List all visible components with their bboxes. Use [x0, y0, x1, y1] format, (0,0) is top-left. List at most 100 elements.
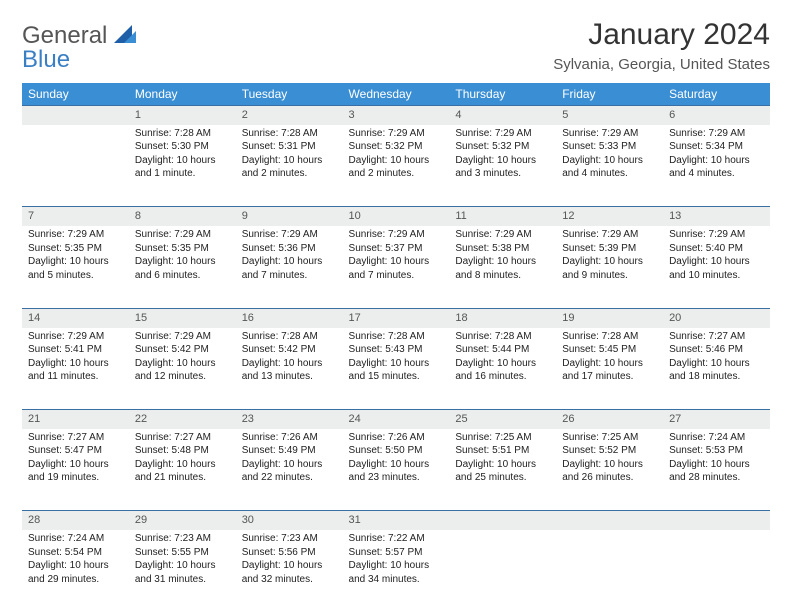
daylight-line1: Daylight: 10 hours — [28, 357, 123, 371]
sunrise-text: Sunrise: 7:29 AM — [28, 228, 123, 242]
daylight-line1: Daylight: 10 hours — [455, 154, 550, 168]
calendar-table: SundayMondayTuesdayWednesdayThursdayFrid… — [22, 83, 770, 612]
weekday-header: Sunday — [22, 83, 129, 106]
sunrise-text: Sunrise: 7:25 AM — [455, 431, 550, 445]
daylight-line2: and 11 minutes. — [28, 370, 123, 384]
daylight-line1: Daylight: 10 hours — [242, 154, 337, 168]
daylight-line1: Daylight: 10 hours — [455, 255, 550, 269]
daylight-line1: Daylight: 10 hours — [562, 255, 657, 269]
sunset-text: Sunset: 5:47 PM — [28, 444, 123, 458]
sunrise-text: Sunrise: 7:29 AM — [135, 228, 230, 242]
daylight-line2: and 22 minutes. — [242, 471, 337, 485]
sunrise-text: Sunrise: 7:23 AM — [135, 532, 230, 546]
day-details: Sunrise: 7:27 AMSunset: 5:46 PMDaylight:… — [663, 328, 770, 388]
day-details: Sunrise: 7:29 AMSunset: 5:36 PMDaylight:… — [236, 226, 343, 286]
sunrise-text: Sunrise: 7:29 AM — [669, 127, 764, 141]
day-details: Sunrise: 7:29 AMSunset: 5:41 PMDaylight:… — [22, 328, 129, 388]
day-details: Sunrise: 7:27 AMSunset: 5:48 PMDaylight:… — [129, 429, 236, 489]
day-cell: Sunrise: 7:23 AMSunset: 5:55 PMDaylight:… — [129, 530, 236, 612]
daylight-line2: and 2 minutes. — [242, 167, 337, 181]
daylight-line1: Daylight: 10 hours — [135, 154, 230, 168]
day-cell: Sunrise: 7:29 AMSunset: 5:35 PMDaylight:… — [22, 226, 129, 308]
day-cell: Sunrise: 7:28 AMSunset: 5:43 PMDaylight:… — [343, 328, 450, 410]
day-number-cell: 14 — [22, 308, 129, 327]
brand-part1: General — [22, 22, 107, 49]
day-cell: Sunrise: 7:29 AMSunset: 5:32 PMDaylight:… — [343, 125, 450, 207]
weekday-header: Tuesday — [236, 83, 343, 106]
daynum-row: 28293031 — [22, 511, 770, 530]
sunrise-text: Sunrise: 7:28 AM — [562, 330, 657, 344]
day-details: Sunrise: 7:26 AMSunset: 5:49 PMDaylight:… — [236, 429, 343, 489]
daylight-line2: and 29 minutes. — [28, 573, 123, 587]
day-number-cell: 19 — [556, 308, 663, 327]
day-details: Sunrise: 7:29 AMSunset: 5:38 PMDaylight:… — [449, 226, 556, 286]
daylight-line2: and 32 minutes. — [242, 573, 337, 587]
daynum-row: 14151617181920 — [22, 308, 770, 327]
location: Sylvania, Georgia, United States — [553, 56, 770, 73]
day-number-cell: 3 — [343, 106, 450, 125]
day-cell — [556, 530, 663, 612]
week-row: Sunrise: 7:27 AMSunset: 5:47 PMDaylight:… — [22, 429, 770, 511]
day-details: Sunrise: 7:29 AMSunset: 5:35 PMDaylight:… — [22, 226, 129, 286]
daylight-line2: and 31 minutes. — [135, 573, 230, 587]
daylight-line2: and 13 minutes. — [242, 370, 337, 384]
sunrise-text: Sunrise: 7:28 AM — [242, 127, 337, 141]
day-details: Sunrise: 7:28 AMSunset: 5:44 PMDaylight:… — [449, 328, 556, 388]
day-cell: Sunrise: 7:28 AMSunset: 5:30 PMDaylight:… — [129, 125, 236, 207]
daylight-line1: Daylight: 10 hours — [669, 458, 764, 472]
day-number-cell: 28 — [22, 511, 129, 530]
day-cell: Sunrise: 7:28 AMSunset: 5:45 PMDaylight:… — [556, 328, 663, 410]
day-details: Sunrise: 7:23 AMSunset: 5:55 PMDaylight:… — [129, 530, 236, 590]
weekday-header: Friday — [556, 83, 663, 106]
sunset-text: Sunset: 5:52 PM — [562, 444, 657, 458]
day-cell: Sunrise: 7:29 AMSunset: 5:40 PMDaylight:… — [663, 226, 770, 308]
sunrise-text: Sunrise: 7:28 AM — [242, 330, 337, 344]
daylight-line2: and 9 minutes. — [562, 269, 657, 283]
day-cell: Sunrise: 7:22 AMSunset: 5:57 PMDaylight:… — [343, 530, 450, 612]
sail-icon — [114, 25, 136, 48]
sunrise-text: Sunrise: 7:29 AM — [669, 228, 764, 242]
daylight-line2: and 3 minutes. — [455, 167, 550, 181]
day-number-cell: 5 — [556, 106, 663, 125]
daylight-line1: Daylight: 10 hours — [562, 357, 657, 371]
day-cell: Sunrise: 7:29 AMSunset: 5:34 PMDaylight:… — [663, 125, 770, 207]
day-cell: Sunrise: 7:29 AMSunset: 5:38 PMDaylight:… — [449, 226, 556, 308]
day-number-cell: 12 — [556, 207, 663, 226]
sunset-text: Sunset: 5:42 PM — [242, 343, 337, 357]
weekday-header: Saturday — [663, 83, 770, 106]
day-details: Sunrise: 7:29 AMSunset: 5:32 PMDaylight:… — [449, 125, 556, 185]
daylight-line2: and 7 minutes. — [349, 269, 444, 283]
day-number-cell: 9 — [236, 207, 343, 226]
sunset-text: Sunset: 5:54 PM — [28, 546, 123, 560]
daylight-line1: Daylight: 10 hours — [135, 559, 230, 573]
day-cell: Sunrise: 7:27 AMSunset: 5:47 PMDaylight:… — [22, 429, 129, 511]
daylight-line2: and 7 minutes. — [242, 269, 337, 283]
day-number-cell: 25 — [449, 410, 556, 429]
day-details: Sunrise: 7:28 AMSunset: 5:30 PMDaylight:… — [129, 125, 236, 185]
daylight-line2: and 28 minutes. — [669, 471, 764, 485]
weekday-header: Monday — [129, 83, 236, 106]
sunrise-text: Sunrise: 7:24 AM — [669, 431, 764, 445]
sunset-text: Sunset: 5:44 PM — [455, 343, 550, 357]
sunset-text: Sunset: 5:46 PM — [669, 343, 764, 357]
sunset-text: Sunset: 5:43 PM — [349, 343, 444, 357]
brand-logo: General Blue — [22, 18, 136, 72]
week-row: Sunrise: 7:29 AMSunset: 5:41 PMDaylight:… — [22, 328, 770, 410]
daylight-line2: and 25 minutes. — [455, 471, 550, 485]
day-number-cell: 27 — [663, 410, 770, 429]
sunset-text: Sunset: 5:39 PM — [562, 242, 657, 256]
day-number-cell: 21 — [22, 410, 129, 429]
brand-part2: Blue — [22, 46, 70, 73]
day-number-cell: 11 — [449, 207, 556, 226]
sunset-text: Sunset: 5:30 PM — [135, 140, 230, 154]
day-number-cell — [449, 511, 556, 530]
day-details: Sunrise: 7:29 AMSunset: 5:42 PMDaylight:… — [129, 328, 236, 388]
sunset-text: Sunset: 5:41 PM — [28, 343, 123, 357]
daylight-line2: and 26 minutes. — [562, 471, 657, 485]
daylight-line2: and 10 minutes. — [669, 269, 764, 283]
sunset-text: Sunset: 5:51 PM — [455, 444, 550, 458]
day-cell: Sunrise: 7:24 AMSunset: 5:53 PMDaylight:… — [663, 429, 770, 511]
daylight-line1: Daylight: 10 hours — [669, 357, 764, 371]
day-details: Sunrise: 7:29 AMSunset: 5:34 PMDaylight:… — [663, 125, 770, 185]
day-cell: Sunrise: 7:29 AMSunset: 5:37 PMDaylight:… — [343, 226, 450, 308]
